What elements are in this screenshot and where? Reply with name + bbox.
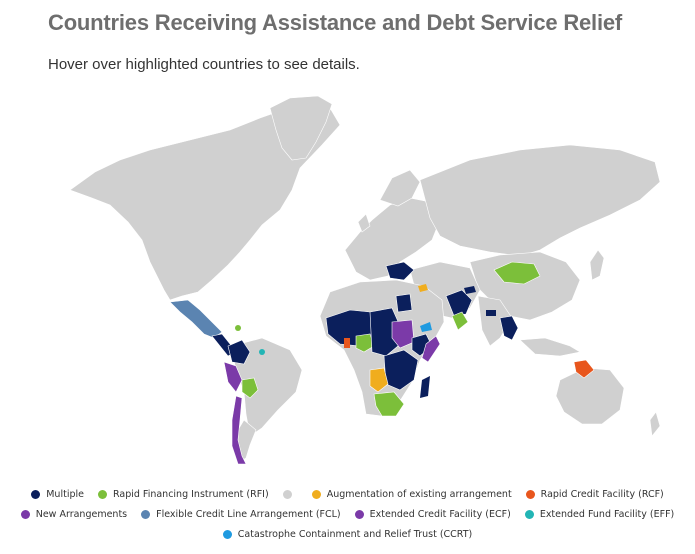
legend-label: Multiple: [46, 488, 84, 500]
legend-label: Extended Credit Facility (ECF): [369, 508, 511, 520]
legend-item-augmentation[interactable]: Augmentation of existing arrangement: [311, 488, 512, 500]
country-ghana[interactable]: [344, 338, 350, 348]
country-central-africa[interactable]: [369, 307, 401, 357]
country-japan[interactable]: [589, 249, 605, 281]
country-papua-new-guinea[interactable]: [573, 359, 595, 379]
country-sudan[interactable]: [391, 319, 415, 349]
page-title: Countries Receiving Assistance and Debt …: [48, 10, 623, 35]
legend-swatch-icon: [97, 489, 107, 499]
country-colombia[interactable]: [227, 339, 251, 365]
country-mongolia[interactable]: [493, 261, 541, 285]
country-east-africa[interactable]: [383, 349, 419, 391]
country-georgia[interactable]: [418, 284, 428, 292]
legend: Multiple Rapid Financing Instrument (RFI…: [0, 484, 695, 544]
country-indonesia[interactable]: [519, 337, 581, 357]
legend-item-rcf[interactable]: Rapid Credit Facility (RCF): [525, 488, 664, 500]
country-peru[interactable]: [223, 361, 243, 393]
legend-row-2: New Arrangements Flexible Credit Line Ar…: [0, 504, 695, 524]
country-scandinavia[interactable]: [379, 169, 421, 207]
legend-item-rfi[interactable]: Rapid Financing Instrument (RFI): [97, 488, 269, 500]
legend-item-none[interactable]: [282, 489, 298, 499]
country-russia[interactable]: [419, 144, 661, 257]
country-nigeria[interactable]: [355, 333, 375, 353]
legend-swatch-icon: [222, 529, 232, 539]
country-egypt[interactable]: [395, 293, 413, 313]
country-ukraine[interactable]: [385, 261, 415, 281]
legend-label: Extended Fund Facility (EFF): [539, 508, 675, 520]
country-uk[interactable]: [357, 213, 371, 233]
legend-item-ccrt[interactable]: Catastrophe Containment and Relief Trust…: [222, 528, 473, 540]
legend-label: Catastrophe Containment and Relief Trust…: [237, 528, 473, 540]
legend-swatch-icon: [311, 489, 321, 499]
country-afghanistan[interactable]: [445, 289, 473, 317]
legend-swatch-icon: [354, 509, 364, 519]
country-pakistan[interactable]: [451, 311, 469, 331]
country-india[interactable]: [477, 295, 513, 347]
legend-item-eff[interactable]: Extended Fund Facility (EFF): [524, 508, 675, 520]
country-australia[interactable]: [555, 367, 625, 425]
legend-label: Rapid Credit Facility (RCF): [540, 488, 664, 500]
country-somalia[interactable]: [421, 335, 441, 363]
country-bolivia[interactable]: [241, 377, 259, 399]
legend-label: Augmentation of existing arrangement: [326, 488, 512, 500]
legend-label: New Arrangements: [35, 508, 128, 520]
legend-swatch-icon: [525, 489, 535, 499]
country-new-zealand[interactable]: [649, 411, 661, 437]
world-map: [69, 95, 661, 465]
page-subtitle: Hover over highlighted countries to see …: [48, 56, 360, 73]
country-haiti[interactable]: [235, 325, 241, 331]
legend-item-multiple[interactable]: Multiple: [31, 489, 84, 500]
country-south-africa[interactable]: [373, 391, 405, 417]
country-north-america[interactable]: [69, 103, 341, 301]
legend-item-fcl[interactable]: Flexible Credit Line Arrangement (FCL): [141, 509, 341, 520]
country-mexico[interactable]: [169, 299, 223, 339]
legend-label: Flexible Credit Line Arrangement (FCL): [156, 508, 341, 520]
country-myanmar[interactable]: [499, 315, 519, 341]
legend-swatch-icon: [141, 509, 151, 519]
country-madagascar[interactable]: [420, 376, 430, 398]
country-yemen[interactable]: [420, 322, 432, 332]
country-chile[interactable]: [231, 395, 247, 465]
legend-row-3: Catastrophe Containment and Relief Trust…: [0, 524, 695, 544]
country-caribbean[interactable]: [259, 349, 265, 355]
legend-row-1: Multiple Rapid Financing Instrument (RFI…: [0, 484, 695, 504]
legend-swatch-icon: [31, 489, 41, 499]
legend-label: Rapid Financing Instrument (RFI): [112, 488, 269, 500]
legend-swatch-icon: [524, 509, 534, 519]
legend-item-new-arrangements[interactable]: New Arrangements: [20, 508, 128, 520]
country-europe[interactable]: [344, 197, 441, 281]
country-angola[interactable]: [369, 367, 389, 393]
country-kyrgyz[interactable]: [464, 286, 476, 294]
legend-swatch-icon: [20, 509, 30, 519]
legend-item-ecf[interactable]: Extended Credit Facility (ECF): [354, 508, 511, 520]
legend-swatch-icon: [282, 489, 292, 499]
country-greenland[interactable]: [269, 95, 333, 161]
country-nepal[interactable]: [486, 310, 496, 316]
